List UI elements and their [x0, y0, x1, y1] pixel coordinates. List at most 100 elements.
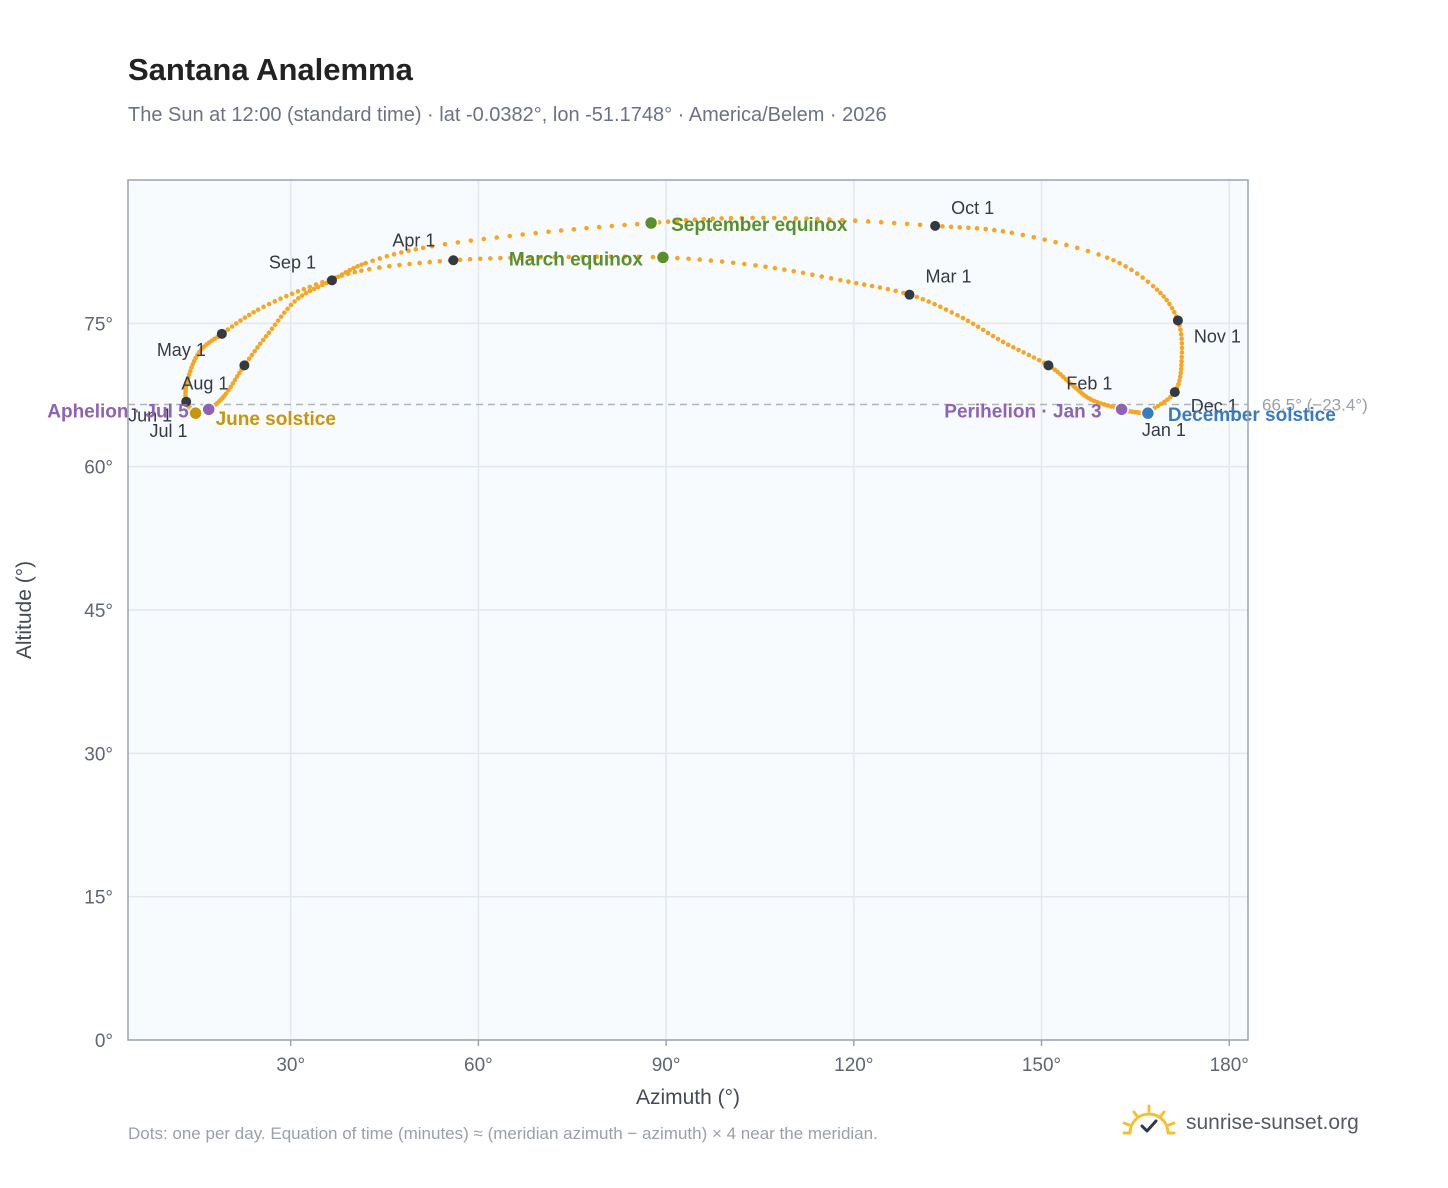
daily-dot	[285, 306, 290, 312]
daily-dot	[761, 215, 766, 221]
daily-dot	[552, 254, 557, 260]
daily-dot	[437, 258, 443, 264]
month-marker	[326, 275, 337, 286]
daily-dot	[692, 217, 698, 222]
x-tick-label: 60°	[464, 1055, 493, 1076]
daily-dot	[838, 277, 843, 283]
daily-dot	[1177, 378, 1182, 383]
daily-dot	[1042, 237, 1047, 242]
daily-dot	[236, 370, 242, 376]
daily-dot	[793, 216, 799, 221]
daily-dot	[1026, 352, 1032, 358]
event-marker	[1140, 405, 1156, 421]
daily-dot	[508, 255, 513, 261]
daily-dot	[313, 282, 319, 287]
daily-dot	[427, 259, 433, 265]
daily-dot	[538, 255, 544, 260]
daily-dot	[596, 224, 602, 230]
y-tick-label: 75°	[84, 314, 113, 335]
daily-dot	[359, 268, 364, 273]
daily-dot	[232, 377, 238, 383]
event-label: Perihelion · Jan 3	[944, 401, 1101, 422]
daily-dot	[546, 229, 551, 235]
event-marker	[655, 250, 671, 265]
daily-dot	[571, 227, 577, 232]
daily-dot	[980, 327, 986, 333]
daily-dot	[1000, 339, 1006, 345]
daily-dot	[261, 304, 266, 310]
daily-dot	[580, 254, 586, 260]
chart-title: Santana Analemma	[128, 52, 413, 87]
daily-dot	[228, 384, 233, 390]
daily-dot	[233, 321, 239, 326]
daily-dot	[417, 260, 422, 266]
daily-dot	[384, 254, 390, 259]
x-tick-label: 120°	[834, 1055, 873, 1076]
daily-dot	[948, 224, 954, 230]
daily-dot	[477, 256, 483, 262]
month-marker	[930, 220, 941, 231]
daily-dot	[1179, 336, 1184, 342]
daily-dot	[406, 248, 411, 254]
daily-dot	[1064, 242, 1069, 248]
daily-dot	[295, 296, 301, 301]
month-label: Feb 1	[1066, 373, 1112, 393]
daily-dot	[865, 219, 871, 224]
daily-dot	[992, 227, 997, 233]
daily-dot	[1021, 350, 1026, 355]
daily-dot	[284, 293, 289, 299]
month-label: Apr 1	[392, 230, 435, 250]
y-tick-label: 45°	[84, 601, 113, 622]
y-axis-label: Altitude (°)	[13, 561, 36, 659]
daily-dot	[697, 257, 703, 262]
daily-dot	[295, 289, 301, 294]
month-label: Jun 1	[128, 406, 172, 426]
daily-dot	[528, 255, 533, 260]
daily-dot	[251, 309, 256, 315]
daily-dot	[960, 315, 966, 321]
daily-dot	[1179, 350, 1185, 355]
daily-dot	[351, 265, 356, 271]
daily-dot	[520, 232, 526, 237]
daily-dot	[494, 235, 500, 240]
daily-dot	[970, 321, 976, 327]
daily-dot	[622, 254, 628, 259]
month-label: Dec 1	[1191, 396, 1238, 416]
daily-dot	[1123, 264, 1128, 269]
daily-dot	[943, 307, 949, 312]
daily-dot	[457, 257, 463, 263]
sun-check-icon	[1122, 1104, 1176, 1135]
daily-dot	[739, 215, 745, 221]
daily-dot	[965, 318, 971, 324]
daily-dot	[753, 263, 758, 268]
month-marker	[181, 396, 192, 407]
daily-dot	[311, 286, 317, 292]
daily-dot	[800, 270, 806, 276]
daily-dot	[1096, 252, 1101, 257]
daily-dot	[376, 265, 382, 270]
daily-dot	[266, 301, 272, 307]
daily-dot	[719, 259, 725, 264]
event-markers: March equinox September equinox June solst…	[47, 215, 1336, 430]
event-label: September equinox	[671, 215, 848, 236]
daily-dot	[282, 310, 287, 315]
month-label: Jan 1	[1142, 420, 1186, 440]
daily-dot	[272, 299, 278, 304]
daily-dot	[266, 330, 272, 335]
daily-dot	[904, 221, 910, 227]
daily-dot	[260, 337, 266, 343]
daily-dot	[249, 352, 255, 358]
daily-dot	[932, 301, 937, 307]
x-tick-label: 90°	[652, 1055, 681, 1076]
daily-dot	[292, 299, 297, 304]
daily-dot	[366, 266, 372, 272]
daily-dot	[1167, 301, 1172, 307]
daily-dot	[230, 381, 236, 386]
daily-dot	[828, 276, 834, 281]
daily-dot	[487, 256, 493, 261]
daily-dot	[1031, 234, 1037, 240]
daily-dot	[566, 254, 571, 260]
daily-dot	[518, 255, 523, 260]
daily-dot	[498, 255, 503, 261]
